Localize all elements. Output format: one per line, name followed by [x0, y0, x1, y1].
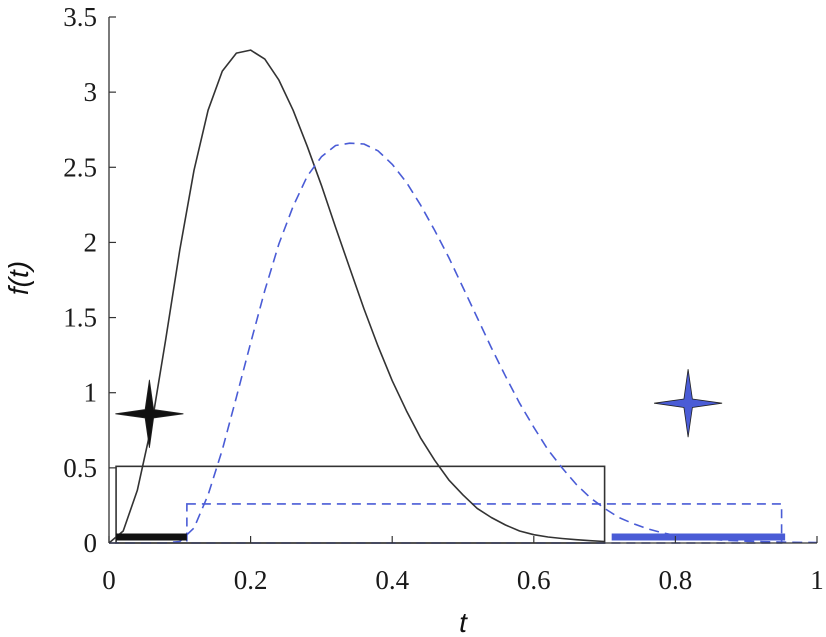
y-tick-label-0: 0: [84, 528, 98, 558]
x-tick-label-2: 0.4: [375, 565, 409, 595]
x-tick-label-3: 0.6: [517, 565, 551, 595]
x-tick-label-1: 0.2: [234, 565, 268, 595]
x-tick-label-4: 0.8: [659, 565, 693, 595]
y-tick-label-6: 3: [84, 77, 98, 107]
x-tick-label-5: 1: [810, 565, 824, 595]
y-tick-label-1: 0.5: [63, 453, 97, 483]
series-line-1: [109, 142, 818, 544]
star-marker-1: [654, 369, 723, 438]
plot-marks: [108, 49, 818, 544]
y-tick-label-3: 1.5: [63, 303, 97, 333]
series-line-0: [108, 49, 605, 544]
star-marker-0: [115, 379, 184, 448]
x-axis-label: t: [459, 607, 468, 637]
y-tick-label-7: 3.5: [63, 2, 97, 32]
y-tick-label-4: 2: [84, 227, 98, 257]
x-tick-label-0: 0: [102, 565, 116, 595]
y-axis-label: f(t): [3, 261, 34, 295]
axis-ticks: 0 0.2 0.4 0.6 0.8 1 0 0.5 1 1.5 2 2.5 3 3.5: [63, 2, 824, 595]
y-tick-label-5: 2.5: [63, 152, 97, 182]
y-tick-label-2: 1: [84, 378, 98, 408]
